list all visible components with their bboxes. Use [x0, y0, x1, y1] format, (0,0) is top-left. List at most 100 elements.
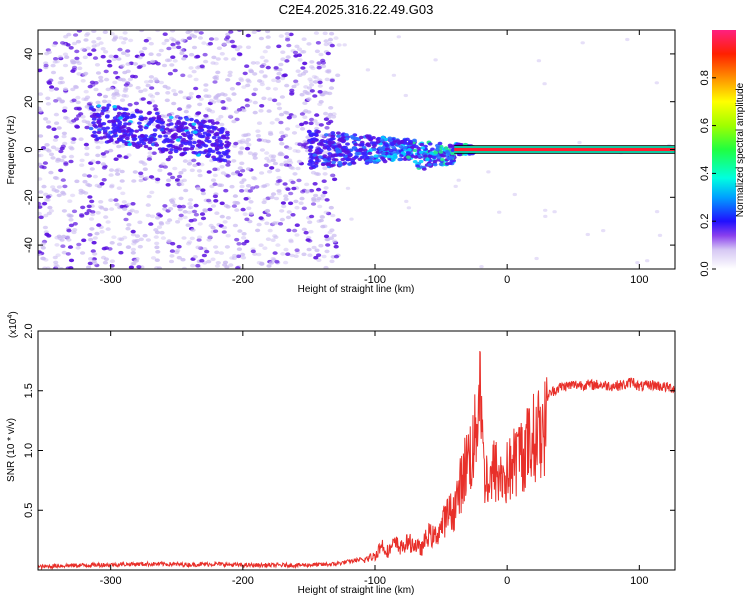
speckle [118, 36, 124, 40]
speckle [323, 111, 329, 116]
speckle [131, 179, 137, 183]
speckle [106, 99, 112, 104]
band-cell [330, 131, 336, 135]
speckle [100, 162, 106, 166]
speckle [82, 179, 88, 184]
band-cell [391, 145, 396, 150]
speckle [319, 196, 325, 201]
speckle [275, 179, 281, 184]
speckle [112, 80, 118, 85]
speckle [145, 203, 151, 207]
speckle [138, 160, 144, 164]
speckle [92, 174, 98, 179]
band-cell [212, 157, 218, 162]
speckle [206, 259, 212, 264]
speckle [71, 65, 78, 70]
speckle [167, 118, 173, 123]
band-cell [379, 138, 385, 142]
band-cell [337, 138, 343, 142]
speckle [196, 169, 202, 173]
speckle [160, 236, 166, 240]
speckle [322, 224, 328, 229]
speckle [115, 172, 121, 176]
band-cell [105, 126, 110, 130]
band-cell [418, 150, 424, 154]
speckle [309, 60, 315, 64]
speckle [323, 42, 329, 47]
speckle [134, 234, 141, 238]
band-cell [408, 139, 413, 144]
speckle [259, 55, 265, 60]
speckle [156, 212, 162, 217]
speckle [236, 254, 242, 259]
speckle [311, 245, 317, 250]
band-cell [111, 126, 117, 130]
speckle [201, 41, 207, 45]
speckle [132, 240, 138, 244]
speckle [42, 225, 49, 230]
speckle [244, 98, 250, 102]
speckle [312, 119, 318, 123]
speckle [174, 178, 181, 182]
speckle [294, 233, 300, 237]
band-cell [202, 131, 208, 135]
speckle [186, 162, 193, 166]
speckle [197, 36, 203, 40]
speckle [293, 254, 299, 258]
speckle [101, 99, 108, 104]
speckle [316, 65, 322, 70]
band-cell [373, 154, 379, 158]
speckle [56, 126, 62, 130]
band-cell [366, 136, 371, 140]
band-cell [198, 125, 204, 129]
speckle [323, 39, 329, 43]
speckle [103, 215, 109, 219]
band-cell [387, 136, 393, 140]
speckle [313, 75, 319, 80]
speckle [50, 63, 56, 68]
speckle [212, 194, 218, 199]
speckle [267, 228, 273, 233]
speckle [331, 115, 337, 119]
speckle [238, 77, 244, 81]
band-cell [138, 128, 144, 132]
speckle [54, 264, 60, 269]
speckle [76, 107, 82, 111]
band-cell [406, 155, 411, 159]
speckle [158, 221, 164, 225]
speckle [152, 104, 158, 108]
speckle [233, 141, 239, 146]
speckle [87, 195, 93, 199]
speckle [96, 184, 103, 189]
speckle [225, 163, 231, 167]
snr-panel: -300 -200 -100 0 100 0.5 1.0 1.5 2.0 Height of s… [6, 311, 676, 596]
speckle [155, 177, 161, 182]
y-tick-label: 0 [23, 146, 35, 152]
speckle [143, 80, 150, 84]
speckle [99, 230, 105, 234]
speckle [301, 37, 307, 41]
speckle [108, 168, 115, 172]
band-cell [333, 144, 338, 149]
speckle [40, 146, 47, 150]
band-cell [171, 136, 177, 140]
speckle [89, 199, 95, 204]
speckle [202, 247, 208, 251]
speckle [200, 188, 206, 192]
speckle [170, 200, 176, 204]
speckle [266, 109, 272, 113]
speckle [144, 176, 150, 180]
speckle [259, 104, 265, 108]
speckle [53, 263, 59, 267]
speckle [114, 89, 120, 93]
speckle [193, 77, 199, 82]
speckle [121, 40, 127, 45]
speckle [51, 127, 57, 131]
speckle [552, 210, 557, 214]
speckle [229, 256, 235, 260]
band-cell [211, 135, 217, 140]
band-cell [214, 146, 220, 151]
speckle [323, 117, 329, 121]
band-cell [116, 111, 122, 116]
